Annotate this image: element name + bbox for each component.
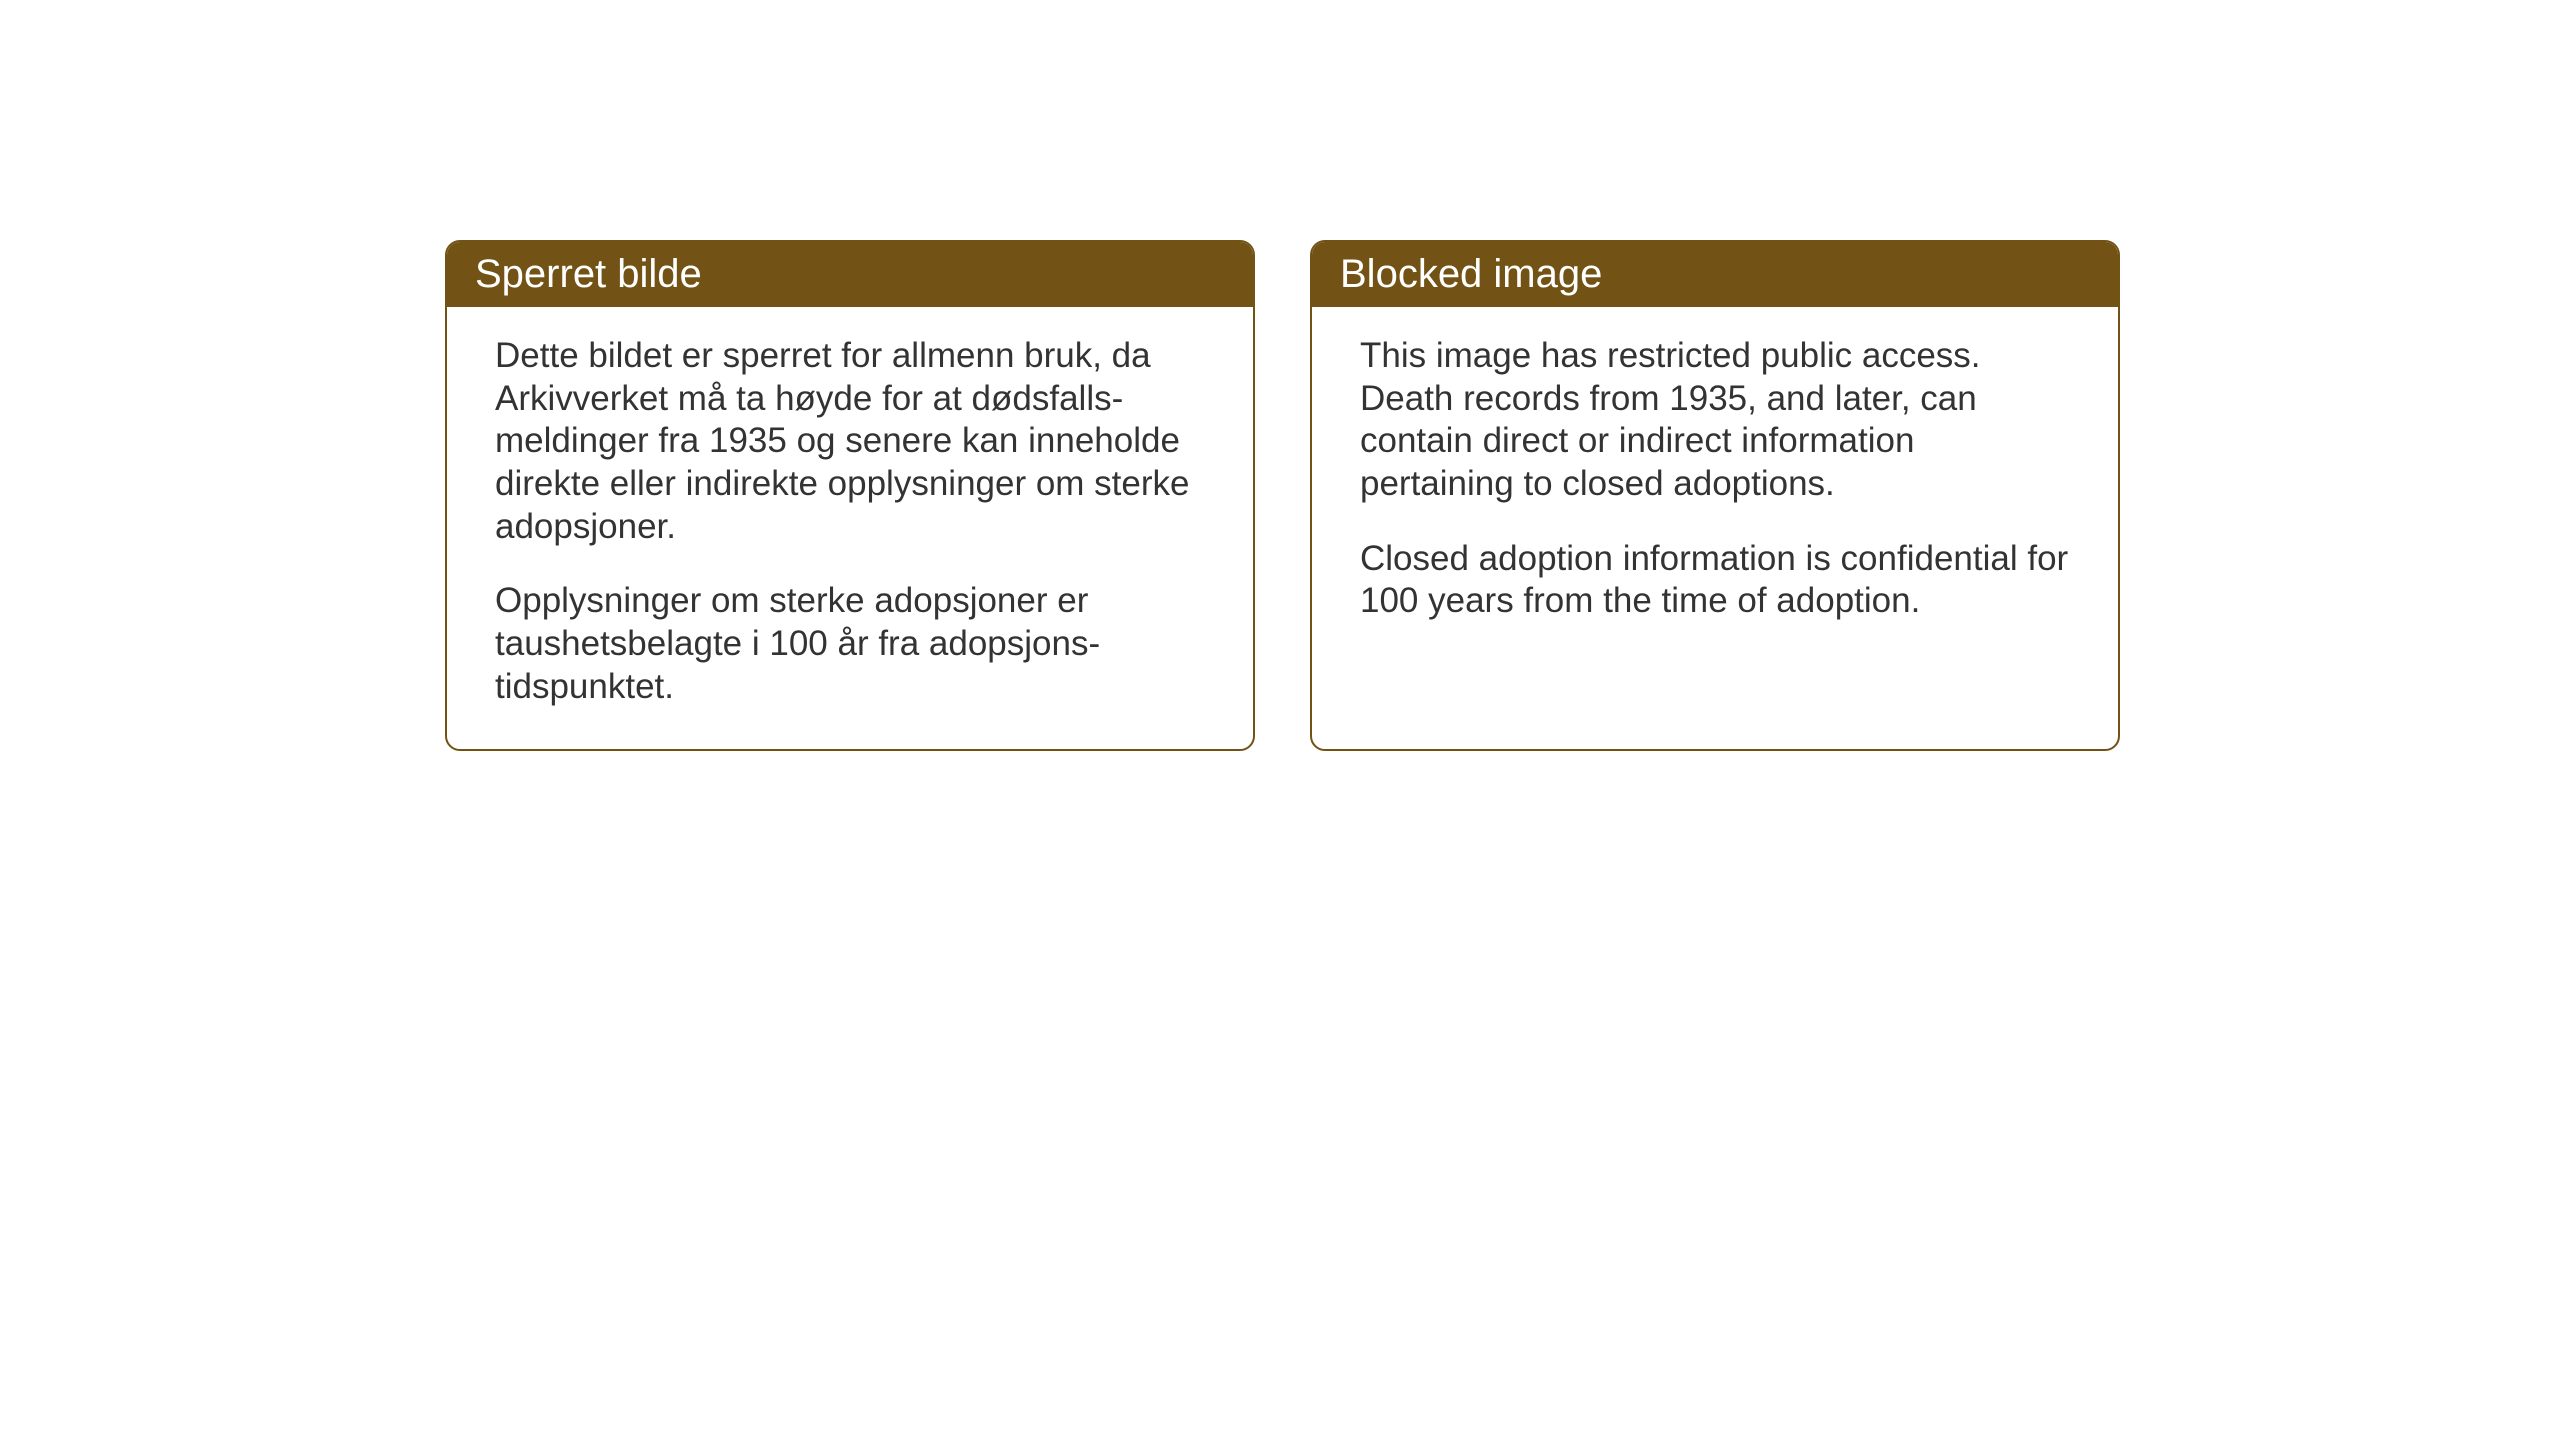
norwegian-paragraph-1: Dette bildet er sperret for allmenn bruk… xyxy=(495,335,1205,548)
english-paragraph-1: This image has restricted public access.… xyxy=(1360,335,2070,506)
english-notice-card: Blocked image This image has restricted … xyxy=(1310,240,2120,751)
english-card-header: Blocked image xyxy=(1312,242,2118,307)
norwegian-card-body: Dette bildet er sperret for allmenn bruk… xyxy=(447,307,1253,749)
norwegian-card-header: Sperret bilde xyxy=(447,242,1253,307)
norwegian-notice-card: Sperret bilde Dette bildet er sperret fo… xyxy=(445,240,1255,751)
english-card-body: This image has restricted public access.… xyxy=(1312,307,2118,713)
notice-cards-container: Sperret bilde Dette bildet er sperret fo… xyxy=(445,240,2120,751)
english-paragraph-2: Closed adoption information is confident… xyxy=(1360,538,2070,623)
norwegian-paragraph-2: Opplysninger om sterke adopsjoner er tau… xyxy=(495,580,1205,708)
